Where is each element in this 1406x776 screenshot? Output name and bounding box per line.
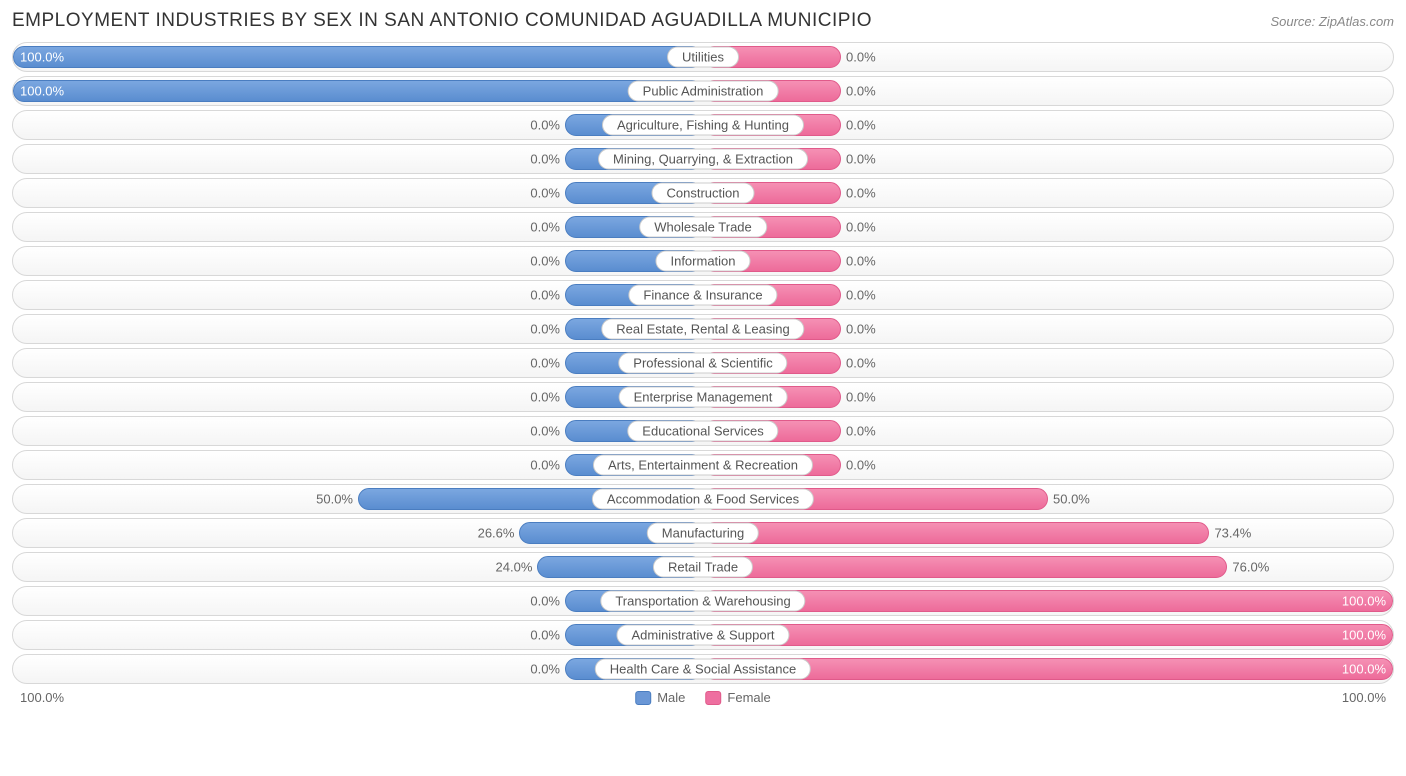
- legend-female: Female: [705, 690, 770, 705]
- female-pct-label: 0.0%: [846, 458, 876, 473]
- female-bar: 73.4%: [703, 522, 1209, 544]
- chart-row: 50.0% 50.0% Accommodation & Food Services: [12, 484, 1394, 514]
- category-label: Agriculture, Fishing & Hunting: [602, 115, 804, 136]
- chart-row: 0.0% 100.0% Health Care & Social Assistanc…: [12, 654, 1394, 684]
- female-pct-label: 0.0%: [846, 288, 876, 303]
- male-pct-label: 100.0%: [20, 50, 64, 65]
- chart-row: 0.0% 0.0% Information: [12, 246, 1394, 276]
- category-label: Arts, Entertainment & Recreation: [593, 455, 813, 476]
- chart-row: 100.0% 0.0% Public Administration: [12, 76, 1394, 106]
- female-bar: 100.0%: [703, 590, 1393, 612]
- chart-row: 0.0% 0.0% Enterprise Management: [12, 382, 1394, 412]
- female-pct-label: 0.0%: [846, 186, 876, 201]
- chart-header: EMPLOYMENT INDUSTRIES BY SEX IN SAN ANTO…: [12, 10, 1394, 32]
- male-pct-label: 0.0%: [530, 118, 560, 133]
- legend-female-label: Female: [727, 690, 770, 705]
- axis-label-left: 100.0%: [20, 690, 64, 705]
- male-pct-label: 0.0%: [530, 322, 560, 337]
- male-pct-label: 0.0%: [530, 186, 560, 201]
- chart-row: 24.0%76.0%Retail Trade: [12, 552, 1394, 582]
- category-label: Real Estate, Rental & Leasing: [601, 319, 804, 340]
- female-bar: 76.0%: [703, 556, 1227, 578]
- female-pct-label: 0.0%: [846, 118, 876, 133]
- category-label: Public Administration: [628, 81, 779, 102]
- category-label: Wholesale Trade: [639, 217, 767, 238]
- chart-row: 0.0% 0.0% Agriculture, Fishing & Hunting: [12, 110, 1394, 140]
- female-bar: 100.0%: [703, 624, 1393, 646]
- chart-row: 0.0% 0.0% Professional & Scientific: [12, 348, 1394, 378]
- chart-row: 0.0% 0.0% Educational Services: [12, 416, 1394, 446]
- male-pct-label: 24.0%: [496, 560, 533, 575]
- category-label: Mining, Quarrying, & Extraction: [598, 149, 808, 170]
- female-pct-label: 100.0%: [1342, 662, 1386, 677]
- category-label: Health Care & Social Assistance: [595, 659, 811, 680]
- chart-row: 0.0% 0.0% Construction: [12, 178, 1394, 208]
- male-pct-label: 0.0%: [530, 390, 560, 405]
- female-pct-label: 100.0%: [1342, 594, 1386, 609]
- male-swatch-icon: [635, 691, 651, 705]
- female-pct-label: 0.0%: [846, 322, 876, 337]
- female-pct-label: 0.0%: [846, 152, 876, 167]
- female-pct-label: 73.4%: [1214, 526, 1251, 541]
- chart-row: 0.0% 0.0% Mining, Quarrying, & Extraction: [12, 144, 1394, 174]
- category-label: Manufacturing: [647, 523, 759, 544]
- female-pct-label: 0.0%: [846, 220, 876, 235]
- legend-male-label: Male: [657, 690, 685, 705]
- chart-row: 0.0% 100.0% Transportation & Warehousing: [12, 586, 1394, 616]
- female-pct-label: 50.0%: [1053, 492, 1090, 507]
- male-pct-label: 0.0%: [530, 220, 560, 235]
- male-pct-label: 0.0%: [530, 458, 560, 473]
- male-pct-label: 0.0%: [530, 424, 560, 439]
- female-pct-label: 0.0%: [846, 84, 876, 99]
- male-pct-label: 50.0%: [316, 492, 353, 507]
- female-pct-label: 76.0%: [1232, 560, 1269, 575]
- category-label: Utilities: [667, 47, 739, 68]
- female-pct-label: 0.0%: [846, 50, 876, 65]
- male-pct-label: 26.6%: [478, 526, 515, 541]
- legend-male: Male: [635, 690, 685, 705]
- male-pct-label: 0.0%: [530, 594, 560, 609]
- category-label: Professional & Scientific: [618, 353, 787, 374]
- male-pct-label: 0.0%: [530, 254, 560, 269]
- male-pct-label: 0.0%: [530, 152, 560, 167]
- category-label: Enterprise Management: [619, 387, 788, 408]
- category-label: Information: [655, 251, 750, 272]
- chart-title: EMPLOYMENT INDUSTRIES BY SEX IN SAN ANTO…: [12, 10, 872, 32]
- axis-label-right: 100.0%: [1342, 690, 1386, 705]
- category-label: Transportation & Warehousing: [600, 591, 805, 612]
- male-pct-label: 100.0%: [20, 84, 64, 99]
- chart-source: Source: ZipAtlas.com: [1270, 14, 1394, 29]
- male-pct-label: 0.0%: [530, 288, 560, 303]
- chart-row: 26.6%73.4%Manufacturing: [12, 518, 1394, 548]
- male-pct-label: 0.0%: [530, 356, 560, 371]
- category-label: Administrative & Support: [616, 625, 789, 646]
- category-label: Educational Services: [627, 421, 778, 442]
- chart-row: 0.0% 0.0% Wholesale Trade: [12, 212, 1394, 242]
- category-label: Retail Trade: [653, 557, 753, 578]
- female-pct-label: 100.0%: [1342, 628, 1386, 643]
- legend: Male Female: [635, 690, 771, 705]
- chart-row: 0.0% 0.0% Arts, Entertainment & Recreation: [12, 450, 1394, 480]
- category-label: Accommodation & Food Services: [592, 489, 814, 510]
- female-pct-label: 0.0%: [846, 390, 876, 405]
- female-pct-label: 0.0%: [846, 356, 876, 371]
- category-label: Construction: [652, 183, 755, 204]
- male-pct-label: 0.0%: [530, 662, 560, 677]
- category-label: Finance & Insurance: [628, 285, 777, 306]
- male-bar: 100.0%: [13, 80, 703, 102]
- chart-row: 0.0% 0.0% Finance & Insurance: [12, 280, 1394, 310]
- female-pct-label: 0.0%: [846, 424, 876, 439]
- male-pct-label: 0.0%: [530, 628, 560, 643]
- male-bar: 100.0%: [13, 46, 703, 68]
- chart-row: 0.0% 100.0% Administrative & Support: [12, 620, 1394, 650]
- chart-footer: 100.0% Male Female 100.0%: [12, 690, 1394, 714]
- diverging-bar-chart: 100.0% 0.0% Utilities 100.0% 0.0% Public Admi…: [12, 42, 1394, 684]
- female-swatch-icon: [705, 691, 721, 705]
- female-pct-label: 0.0%: [846, 254, 876, 269]
- chart-row: 100.0% 0.0% Utilities: [12, 42, 1394, 72]
- chart-row: 0.0% 0.0% Real Estate, Rental & Leasing: [12, 314, 1394, 344]
